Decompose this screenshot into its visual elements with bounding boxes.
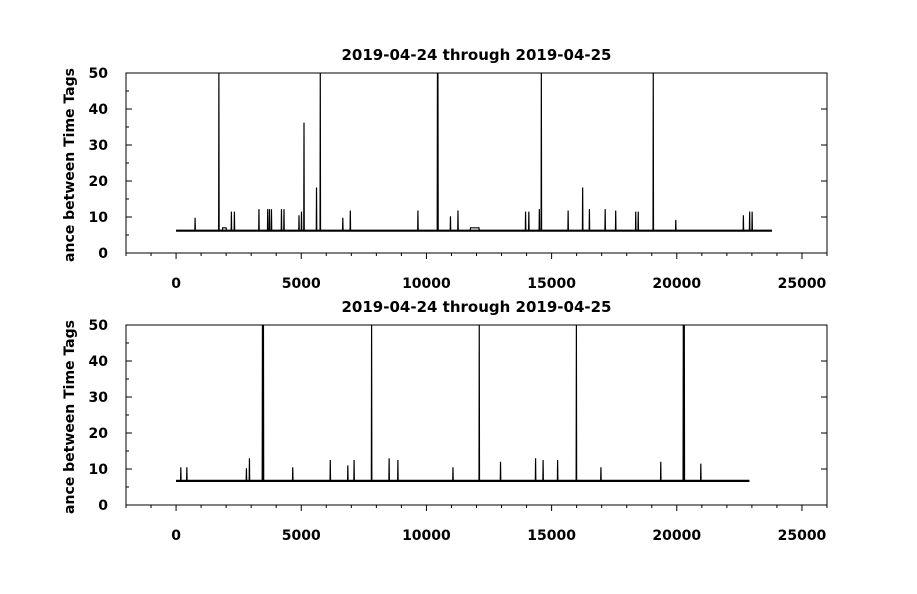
chart-panel-2: 2019-04-24 through 2019-04-25 ance betwee… — [62, 298, 828, 544]
x-tick-label: 25000 — [778, 528, 827, 544]
y-axis-label: ance between Time Tags — [62, 320, 78, 514]
x-tick-label: 10000 — [402, 276, 451, 292]
x-tick-label: 5000 — [282, 276, 321, 292]
y-tick-label: 40 — [89, 102, 109, 118]
chart-title: 2019-04-24 through 2019-04-25 — [342, 46, 612, 64]
x-tick-label: 5000 — [282, 528, 321, 544]
y-tick-label: 20 — [89, 426, 109, 442]
x-tick-label: 25000 — [778, 276, 827, 292]
y-tick-label: 0 — [98, 246, 108, 262]
y-tick-label: 50 — [89, 66, 109, 82]
y-axis-label: ance between Time Tags — [62, 68, 78, 262]
x-tick-label: 20000 — [652, 528, 701, 544]
y-tick-label: 0 — [98, 498, 108, 514]
y-tick-label: 10 — [89, 462, 109, 478]
x-tick-label: 0 — [171, 276, 181, 292]
chart-title: 2019-04-24 through 2019-04-25 — [342, 298, 612, 316]
x-tick-label: 15000 — [527, 276, 576, 292]
y-tick-label: 40 — [89, 354, 109, 370]
chart-panel-1: 2019-04-24 through 2019-04-25 ance betwee… — [62, 46, 828, 292]
x-tick-label: 10000 — [402, 528, 451, 544]
y-tick-label: 10 — [89, 210, 109, 226]
x-tick-label: 15000 — [527, 528, 576, 544]
y-tick-label: 30 — [89, 390, 109, 406]
data-series-line — [176, 324, 750, 482]
y-tick-label: 30 — [89, 138, 109, 154]
x-tick-label: 20000 — [652, 276, 701, 292]
y-tick-label: 20 — [89, 174, 109, 190]
y-tick-label: 50 — [89, 318, 109, 334]
data-series-line — [176, 72, 772, 232]
plot-frame — [125, 324, 828, 506]
x-tick-label: 0 — [171, 528, 181, 544]
